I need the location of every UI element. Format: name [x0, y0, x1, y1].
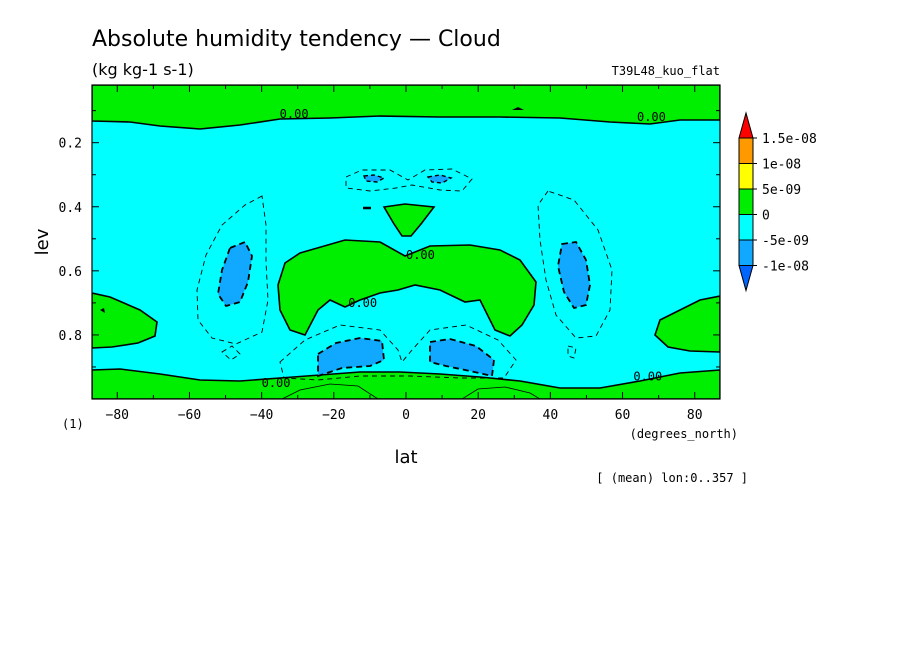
footnote: [ (mean) lon:0..357 ] [596, 471, 748, 485]
dashed-contour-lower [279, 324, 517, 381]
chart-title: Absolute humidity tendency — Cloud [92, 27, 501, 52]
negative-region-small-right [426, 174, 453, 184]
contour-label: 0.00 [262, 376, 291, 390]
positive-region-upper [382, 203, 436, 237]
contour-label: 0.00 [406, 248, 435, 262]
legend-label: 0 [762, 209, 770, 224]
negative-region-lower-right [429, 338, 495, 378]
contour-label: 0.00 [280, 107, 309, 121]
x-tick-label: −80 [106, 408, 129, 423]
contour-labels: 0.00 0.00 0.00 0.00 0.00 0.00 [262, 107, 666, 390]
legend-label: 1e-08 [762, 158, 801, 173]
x-tick-label: 60 [615, 408, 631, 423]
y-axis-units: (1) [62, 417, 84, 431]
legend-label: 1.5e-08 [762, 132, 817, 147]
legend-swatch [738, 163, 754, 190]
legend-swatch [738, 137, 754, 164]
dashed-contour-right [537, 190, 613, 339]
contour-label: 0.00 [348, 296, 377, 310]
positive-region-center [277, 239, 537, 337]
dashed-contour-left [196, 195, 269, 345]
legend-label: 5e-09 [762, 183, 801, 198]
colorbar-legend: 1.5e-08 1e-08 5e-09 0 -5e-09 -1e-08 [738, 111, 817, 293]
y-tick-label: 0.8 [59, 329, 82, 344]
dashed-contour-top [345, 168, 473, 192]
y-axis-label: lev [32, 228, 53, 255]
solid-contour-bottom-left [281, 383, 379, 399]
legend-swatch-max [738, 111, 754, 139]
solid-contours [281, 383, 541, 399]
contour-label: 0.00 [637, 110, 666, 124]
dark-spot-left [100, 308, 105, 313]
positive-region-top [92, 85, 720, 130]
dashed-contour-loop-right [567, 345, 577, 359]
negative-region-left [217, 240, 253, 308]
chart-subtitle: (kg kg-1 s-1) [92, 60, 194, 79]
contour-field [92, 85, 720, 399]
legend-label: -5e-09 [762, 234, 809, 249]
contour-label: 0.00 [633, 370, 662, 384]
run-label: T39L48_kuo_flat [612, 64, 720, 78]
positive-region-right [654, 295, 720, 353]
solid-contour-bottom-right [461, 386, 541, 399]
positive-region-bottom [92, 368, 720, 399]
x-tick-label: 80 [687, 408, 703, 423]
legend-label: -1e-08 [762, 260, 809, 275]
y-tick-label: 0.6 [59, 265, 82, 280]
y-axis: 0.2 0.4 0.6 0.8 [59, 110, 720, 368]
legend-swatch [738, 239, 754, 266]
negative-region-lower-left [317, 337, 385, 378]
dark-spot-top [512, 107, 524, 110]
x-axis: −80 −60 −40 −20 0 20 40 60 80 [106, 85, 703, 423]
x-tick-label: 40 [543, 408, 559, 423]
x-tick-label: 0 [402, 408, 410, 423]
negative-region-right [557, 241, 591, 310]
legend-swatch-min [738, 265, 754, 293]
x-tick-label: 20 [470, 408, 486, 423]
dashed-contours [196, 168, 613, 381]
dashed-contour-loop-left [221, 345, 241, 361]
y-tick-label: 0.2 [59, 137, 82, 152]
field-background [92, 85, 720, 399]
y-tick-label: 0.4 [59, 201, 83, 216]
negative-region-small-left [363, 174, 386, 183]
x-tick-label: −40 [250, 408, 273, 423]
x-axis-units: (degrees_north) [630, 427, 738, 441]
x-axis-label: lat [394, 447, 417, 468]
legend-swatch [738, 188, 754, 215]
x-tick-label: −60 [178, 408, 201, 423]
legend-swatch [738, 214, 754, 241]
x-tick-label: −20 [322, 408, 345, 423]
positive-region-left [92, 292, 158, 349]
